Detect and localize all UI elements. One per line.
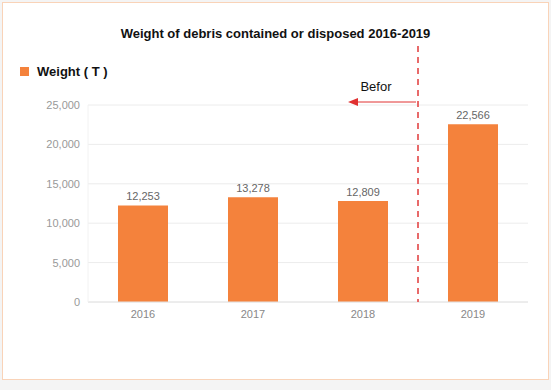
svg-text:2017: 2017 [241, 308, 265, 320]
svg-text:0: 0 [74, 296, 80, 308]
svg-text:15,000: 15,000 [46, 178, 80, 190]
svg-text:22,566: 22,566 [456, 109, 490, 121]
svg-text:2016: 2016 [131, 308, 155, 320]
svg-text:20,000: 20,000 [46, 138, 80, 150]
svg-text:13,278: 13,278 [236, 182, 270, 194]
svg-text:12,809: 12,809 [346, 186, 380, 198]
svg-text:Befor: Befor [360, 79, 392, 94]
svg-text:5,000: 5,000 [52, 257, 80, 269]
svg-text:10,000: 10,000 [46, 217, 80, 229]
svg-text:2018: 2018 [351, 308, 375, 320]
html-text:Weight ( T ): Weight ( T ) [37, 64, 108, 79]
svg-text:12,253: 12,253 [126, 190, 160, 202]
svg-text:2019: 2019 [461, 308, 485, 320]
html-text:Weight of debris contained or: Weight of debris contained or disposed 2… [120, 26, 431, 41]
svg-text:25,000: 25,000 [46, 99, 80, 111]
